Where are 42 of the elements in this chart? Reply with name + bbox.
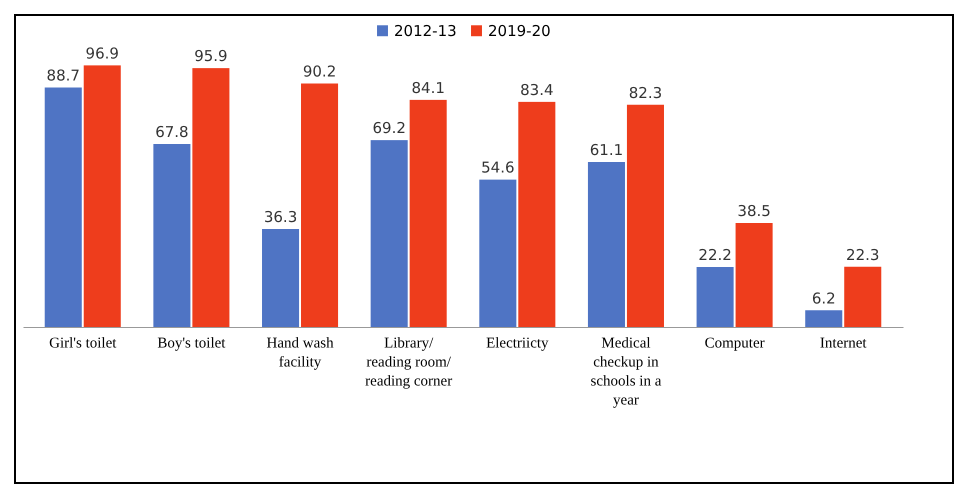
x-tick-label: Hand wash facility <box>266 336 334 370</box>
data-label: 61.1 <box>590 141 624 160</box>
data-label: 22.3 <box>846 246 880 264</box>
x-tick-label: Girl's toilet <box>49 336 118 352</box>
bar <box>736 223 773 327</box>
legend-label: 2012-13 <box>394 22 457 40</box>
data-label: 38.5 <box>737 202 771 220</box>
bar <box>410 100 447 327</box>
data-label: 36.3 <box>264 208 298 226</box>
x-tick-label: Internet <box>820 336 868 352</box>
bar <box>805 310 842 327</box>
data-label: 83.4 <box>520 80 554 99</box>
bar <box>588 162 625 327</box>
x-tick-label: Medical checkup in schools in a year <box>590 336 662 408</box>
data-label: 6.2 <box>812 289 836 308</box>
x-tick-label: Boy's toilet <box>157 336 226 352</box>
bar <box>844 266 882 327</box>
x-tick-label: Computer <box>704 336 765 352</box>
data-label: 22.2 <box>698 246 732 264</box>
x-tick-label: Electriicty <box>486 336 550 352</box>
bar <box>153 144 190 327</box>
data-label: 84.1 <box>411 78 445 97</box>
data-label: 54.6 <box>481 158 515 177</box>
data-label: 96.9 <box>86 44 119 62</box>
bar <box>84 65 121 327</box>
data-label: 95.9 <box>194 47 228 66</box>
bar <box>44 88 82 327</box>
data-label: 88.7 <box>46 66 80 85</box>
x-tick-label: Library/ reading room/ reading corner <box>365 336 452 390</box>
data-label: 69.2 <box>372 119 406 138</box>
bar <box>301 83 338 327</box>
legend-label: 2019-20 <box>488 22 551 40</box>
data-label: 67.8 <box>155 122 189 141</box>
data-label: 82.3 <box>628 84 662 102</box>
bar <box>518 102 556 327</box>
bar <box>262 228 300 327</box>
bar <box>370 140 408 327</box>
bar <box>696 267 734 327</box>
bar <box>192 68 230 327</box>
bar <box>479 180 516 327</box>
data-label: 90.2 <box>302 62 336 80</box>
bar <box>626 104 664 327</box>
